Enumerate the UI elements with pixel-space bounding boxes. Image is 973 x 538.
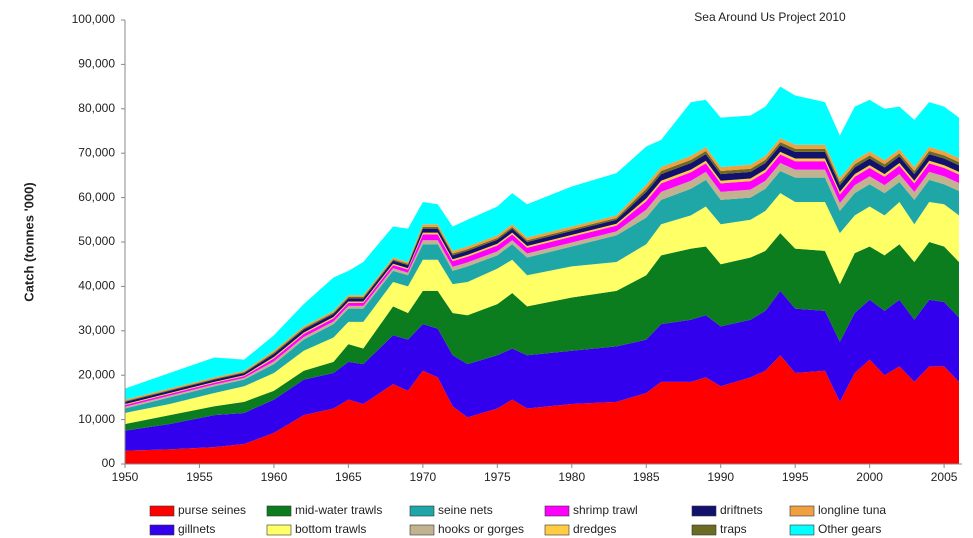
legend-label: hooks or gorges [438, 522, 524, 536]
legend-swatch [149, 505, 175, 517]
area [125, 193, 959, 425]
y-tick-label: 20,000 [78, 367, 115, 381]
legend-swatch [691, 505, 717, 517]
y-tick-label: 30,000 [78, 323, 115, 337]
x-tick-label: 1950 [112, 470, 139, 484]
legend-label: driftnets [720, 503, 763, 517]
x-tick-label: 1985 [633, 470, 660, 484]
y-tick-label: 40,000 [78, 279, 115, 293]
x-tick-label: 1955 [186, 470, 213, 484]
x-tick-label: 1965 [335, 470, 362, 484]
legend-swatch [544, 505, 570, 517]
legend-swatch [789, 524, 815, 536]
legend-swatch [266, 524, 292, 536]
x-tick-label: 2005 [931, 470, 958, 484]
annotation: Sea Around Us Project 2010 [694, 10, 846, 24]
y-tick-label: 70,000 [78, 145, 115, 159]
x-tick-label: 2000 [856, 470, 883, 484]
y-tick-label: 60,000 [78, 190, 115, 204]
area [125, 170, 959, 413]
y-tick-label: 10,000 [78, 412, 115, 426]
legend-label: dredges [573, 522, 616, 536]
legend-swatch [409, 524, 435, 536]
legend-swatch [266, 505, 292, 517]
legend-swatch [544, 524, 570, 536]
legend-label: Other gears [818, 522, 881, 536]
x-tick-label: 1970 [410, 470, 437, 484]
legend-label: seine nets [438, 503, 493, 517]
y-tick-label: 50,000 [78, 234, 115, 248]
y-axis-label: Catch (tonnes '000) [21, 182, 36, 301]
x-tick-label: 1990 [707, 470, 734, 484]
y-tick-label: 100,000 [72, 12, 116, 26]
legend-swatch [691, 524, 717, 536]
area [125, 355, 959, 464]
y-tick-label: 80,000 [78, 101, 115, 115]
area [125, 290, 959, 451]
legend-label: shrimp trawl [573, 503, 638, 517]
legend-label: purse seines [178, 503, 246, 517]
x-tick-label: 1995 [782, 470, 809, 484]
legend-label: gillnets [178, 522, 215, 536]
legend-swatch [789, 505, 815, 517]
y-tick-label: 00 [102, 456, 116, 470]
x-tick-label: 1980 [558, 470, 585, 484]
legend-label: traps [720, 522, 747, 536]
x-tick-label: 1960 [261, 470, 288, 484]
y-tick-label: 90,000 [78, 57, 115, 71]
legend-label: longline tuna [818, 503, 886, 517]
area [125, 162, 959, 409]
area [125, 154, 959, 407]
legend-label: bottom trawls [295, 522, 366, 536]
x-tick-label: 1975 [484, 470, 511, 484]
legend-swatch [409, 505, 435, 517]
area [125, 233, 959, 431]
legend-swatch [149, 524, 175, 536]
area [125, 86, 959, 400]
legend-label: mid-water trawls [295, 503, 382, 517]
